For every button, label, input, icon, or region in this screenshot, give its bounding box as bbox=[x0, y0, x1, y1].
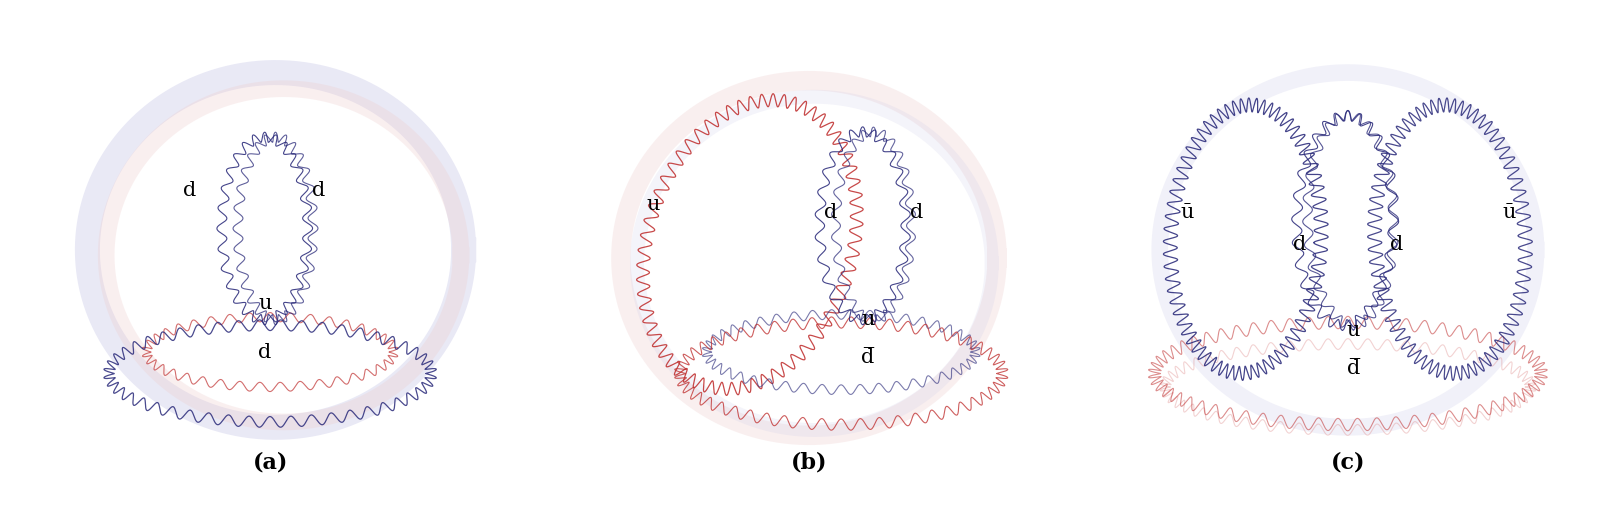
Text: d: d bbox=[259, 343, 272, 362]
Text: d: d bbox=[1390, 235, 1403, 254]
Text: u: u bbox=[861, 310, 875, 329]
Text: ū: ū bbox=[1503, 203, 1516, 222]
Text: d̅: d̅ bbox=[861, 348, 875, 367]
Text: ū: ū bbox=[1180, 203, 1194, 222]
Text: u: u bbox=[1346, 321, 1361, 340]
Text: (b): (b) bbox=[791, 452, 827, 473]
Text: (a): (a) bbox=[252, 452, 288, 473]
Text: d: d bbox=[824, 203, 837, 222]
Text: d: d bbox=[909, 203, 924, 222]
Text: d: d bbox=[183, 181, 196, 200]
Text: d̅: d̅ bbox=[1346, 359, 1359, 378]
Text: d: d bbox=[312, 181, 325, 200]
Text: u: u bbox=[257, 294, 272, 313]
Text: d: d bbox=[1293, 235, 1306, 254]
Text: (c): (c) bbox=[1330, 452, 1366, 473]
Text: u: u bbox=[647, 195, 660, 214]
